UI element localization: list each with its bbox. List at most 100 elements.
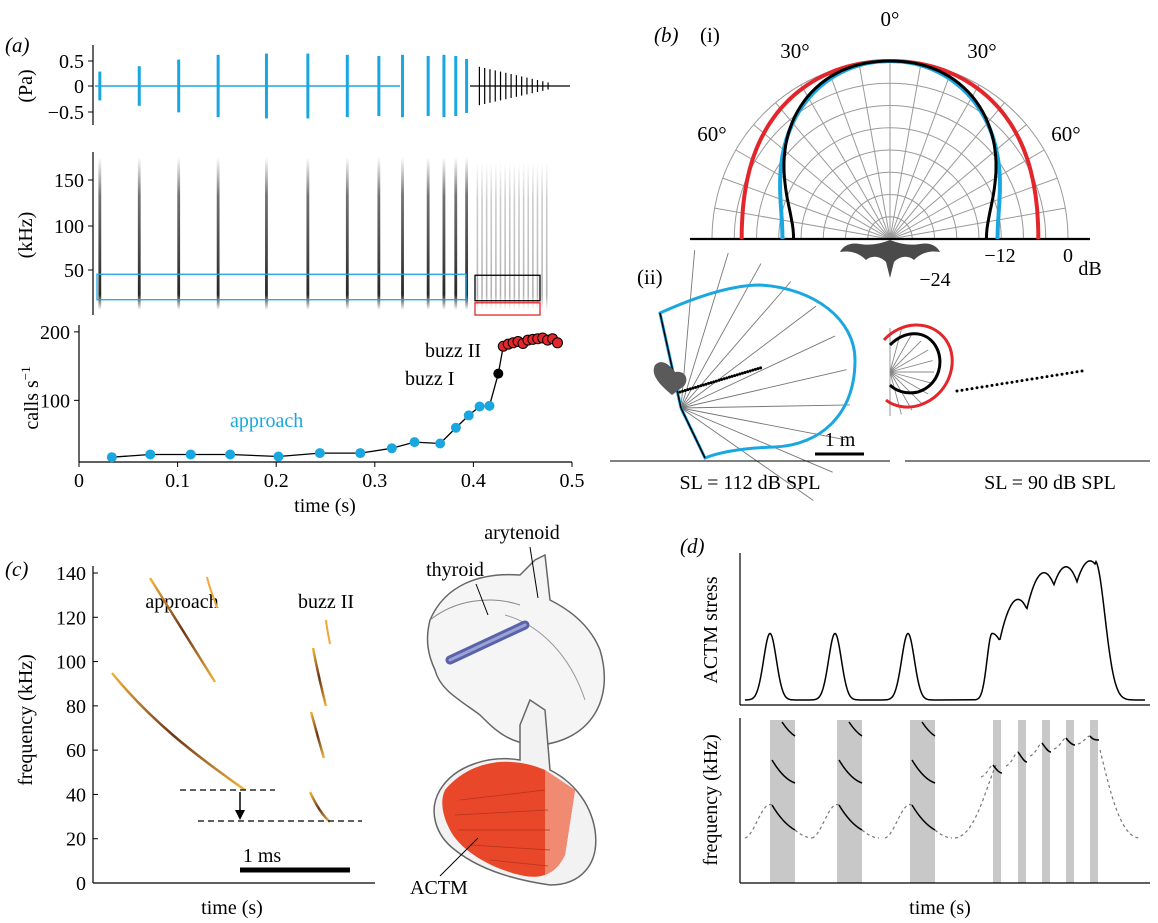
spectrogram-buzz-call xyxy=(527,162,530,310)
rate-point-approach xyxy=(355,448,366,459)
track-point xyxy=(699,384,703,388)
larynx-contour xyxy=(429,599,521,621)
c-y-tick-label: 40 xyxy=(66,784,86,806)
polar-spoke xyxy=(889,149,1045,240)
shade-bar xyxy=(993,720,1001,883)
polar-spoke xyxy=(775,102,891,240)
thyroid-leader xyxy=(475,583,489,616)
spectrogram-call xyxy=(216,157,220,310)
track-point xyxy=(696,385,700,389)
freq-dashed xyxy=(1029,742,1043,757)
freq-call xyxy=(911,759,936,784)
track-point xyxy=(1055,373,1059,377)
track-point xyxy=(717,378,721,382)
left-fan xyxy=(680,250,850,501)
waveform-call xyxy=(377,56,381,116)
panel-letter-b: (b) xyxy=(654,23,679,47)
rate-points xyxy=(106,332,563,463)
track-point xyxy=(1010,380,1014,384)
c-y-tick-label: 80 xyxy=(66,696,86,718)
rate-x-label: time (s) xyxy=(294,495,356,517)
polar-spoke xyxy=(889,84,980,240)
panel-label-b-ii: (ii) xyxy=(637,265,663,289)
waveform-call xyxy=(345,54,349,118)
track-point xyxy=(704,382,708,386)
panel-c: (c) 140 120 100 80 60 40 20 0 frequency (kHz) t… xyxy=(5,522,605,919)
rate-x-tick-label: 0.5 xyxy=(560,470,585,492)
spectrogram-call xyxy=(401,157,404,310)
rate-x-tick-label: 0.4 xyxy=(461,470,486,492)
track-point xyxy=(743,371,747,374)
rate-point-approach xyxy=(225,449,236,460)
spectrogram-call xyxy=(177,157,181,310)
shade-bar xyxy=(1042,720,1050,883)
track-point xyxy=(701,383,705,387)
waveform-call xyxy=(177,59,181,113)
c-call-approach-1 xyxy=(148,577,217,683)
waveform-call xyxy=(454,56,458,116)
beam-edge xyxy=(680,407,706,459)
waveform-plot: 0.5 0 −0.5 (Pa) xyxy=(15,45,570,125)
beam-approach-map: 1 m SL = 112 dB SPL xyxy=(610,250,890,501)
track-point xyxy=(1040,375,1044,379)
spectrogram-buzz-call xyxy=(536,162,539,310)
rate-point-approach xyxy=(463,410,474,421)
right-fan-ray xyxy=(889,360,933,373)
c-label-buzz-II: buzz II xyxy=(298,591,354,613)
c-ticks: 140 120 100 80 60 40 20 0 xyxy=(56,563,98,895)
beam-outline-approach xyxy=(658,283,857,460)
waveform-call xyxy=(465,59,469,113)
c-y-tick-label: 120 xyxy=(56,607,86,629)
call-rate-plot: 0 0.1 0.2 0.3 0.4 0.5 200 100 calls s−1 time (s… xyxy=(18,322,585,517)
spectrogram-calls xyxy=(98,157,548,310)
track-point xyxy=(1035,376,1039,380)
freq-dashed xyxy=(1005,751,1019,767)
spectrogram-y-label: (kHz) xyxy=(15,212,37,259)
panel-letter-c: (c) xyxy=(5,557,28,581)
c-call-buzz-2 xyxy=(309,711,326,759)
track-point xyxy=(1000,382,1004,386)
freq-dashed xyxy=(954,749,1141,839)
c-call-buzz-harmonic xyxy=(325,619,331,645)
left-fan-ray xyxy=(680,305,817,409)
c-x-label: time (s) xyxy=(201,897,263,919)
polar-spoke xyxy=(858,63,891,240)
polar-plot: 0° 30° 30° 60° 60° −24 −12 0 dB xyxy=(690,7,1102,291)
waveform-call xyxy=(442,54,446,118)
track-point xyxy=(722,377,726,381)
spectrogram-box xyxy=(474,274,541,302)
c-call-approach-2 xyxy=(111,672,246,792)
left-fan-ray xyxy=(680,335,836,409)
track-point xyxy=(683,388,687,392)
spectrogram-call xyxy=(306,157,310,310)
spectrogram-call xyxy=(98,157,102,310)
track-point xyxy=(709,381,713,385)
rate-point-approach xyxy=(185,449,196,460)
freq-call xyxy=(838,804,863,831)
shade-bars xyxy=(770,720,1098,883)
label-approach: approach xyxy=(230,410,303,432)
spectrogram-buzz-call xyxy=(545,162,548,310)
spectrogram-call xyxy=(265,157,268,310)
rate-x-tick-label: 0.3 xyxy=(362,470,387,492)
waveform-tick-label: 0.5 xyxy=(59,51,84,73)
track-point xyxy=(688,387,692,391)
track-point xyxy=(1045,375,1049,379)
beam-buzz-I xyxy=(782,59,998,240)
freq-call xyxy=(921,721,936,737)
beam-outline-buzz-II xyxy=(882,323,954,409)
track-point xyxy=(730,374,734,378)
rate-x-tick-label: 0 xyxy=(74,470,84,492)
polar-spoke xyxy=(889,102,1005,240)
ligament-highlight xyxy=(448,623,527,662)
polar-spoke xyxy=(722,177,891,240)
spectrogram-call xyxy=(137,157,141,310)
freq-dashed xyxy=(811,804,880,839)
polar-spoke xyxy=(889,63,922,240)
panel-d: (d) ACTM stress frequency (kHz) time (s) xyxy=(680,534,1150,919)
track-point xyxy=(714,379,718,383)
spectrogram-buzz-call xyxy=(513,162,516,310)
c-call-buzz-1 xyxy=(311,647,328,707)
track-point xyxy=(1005,381,1009,385)
